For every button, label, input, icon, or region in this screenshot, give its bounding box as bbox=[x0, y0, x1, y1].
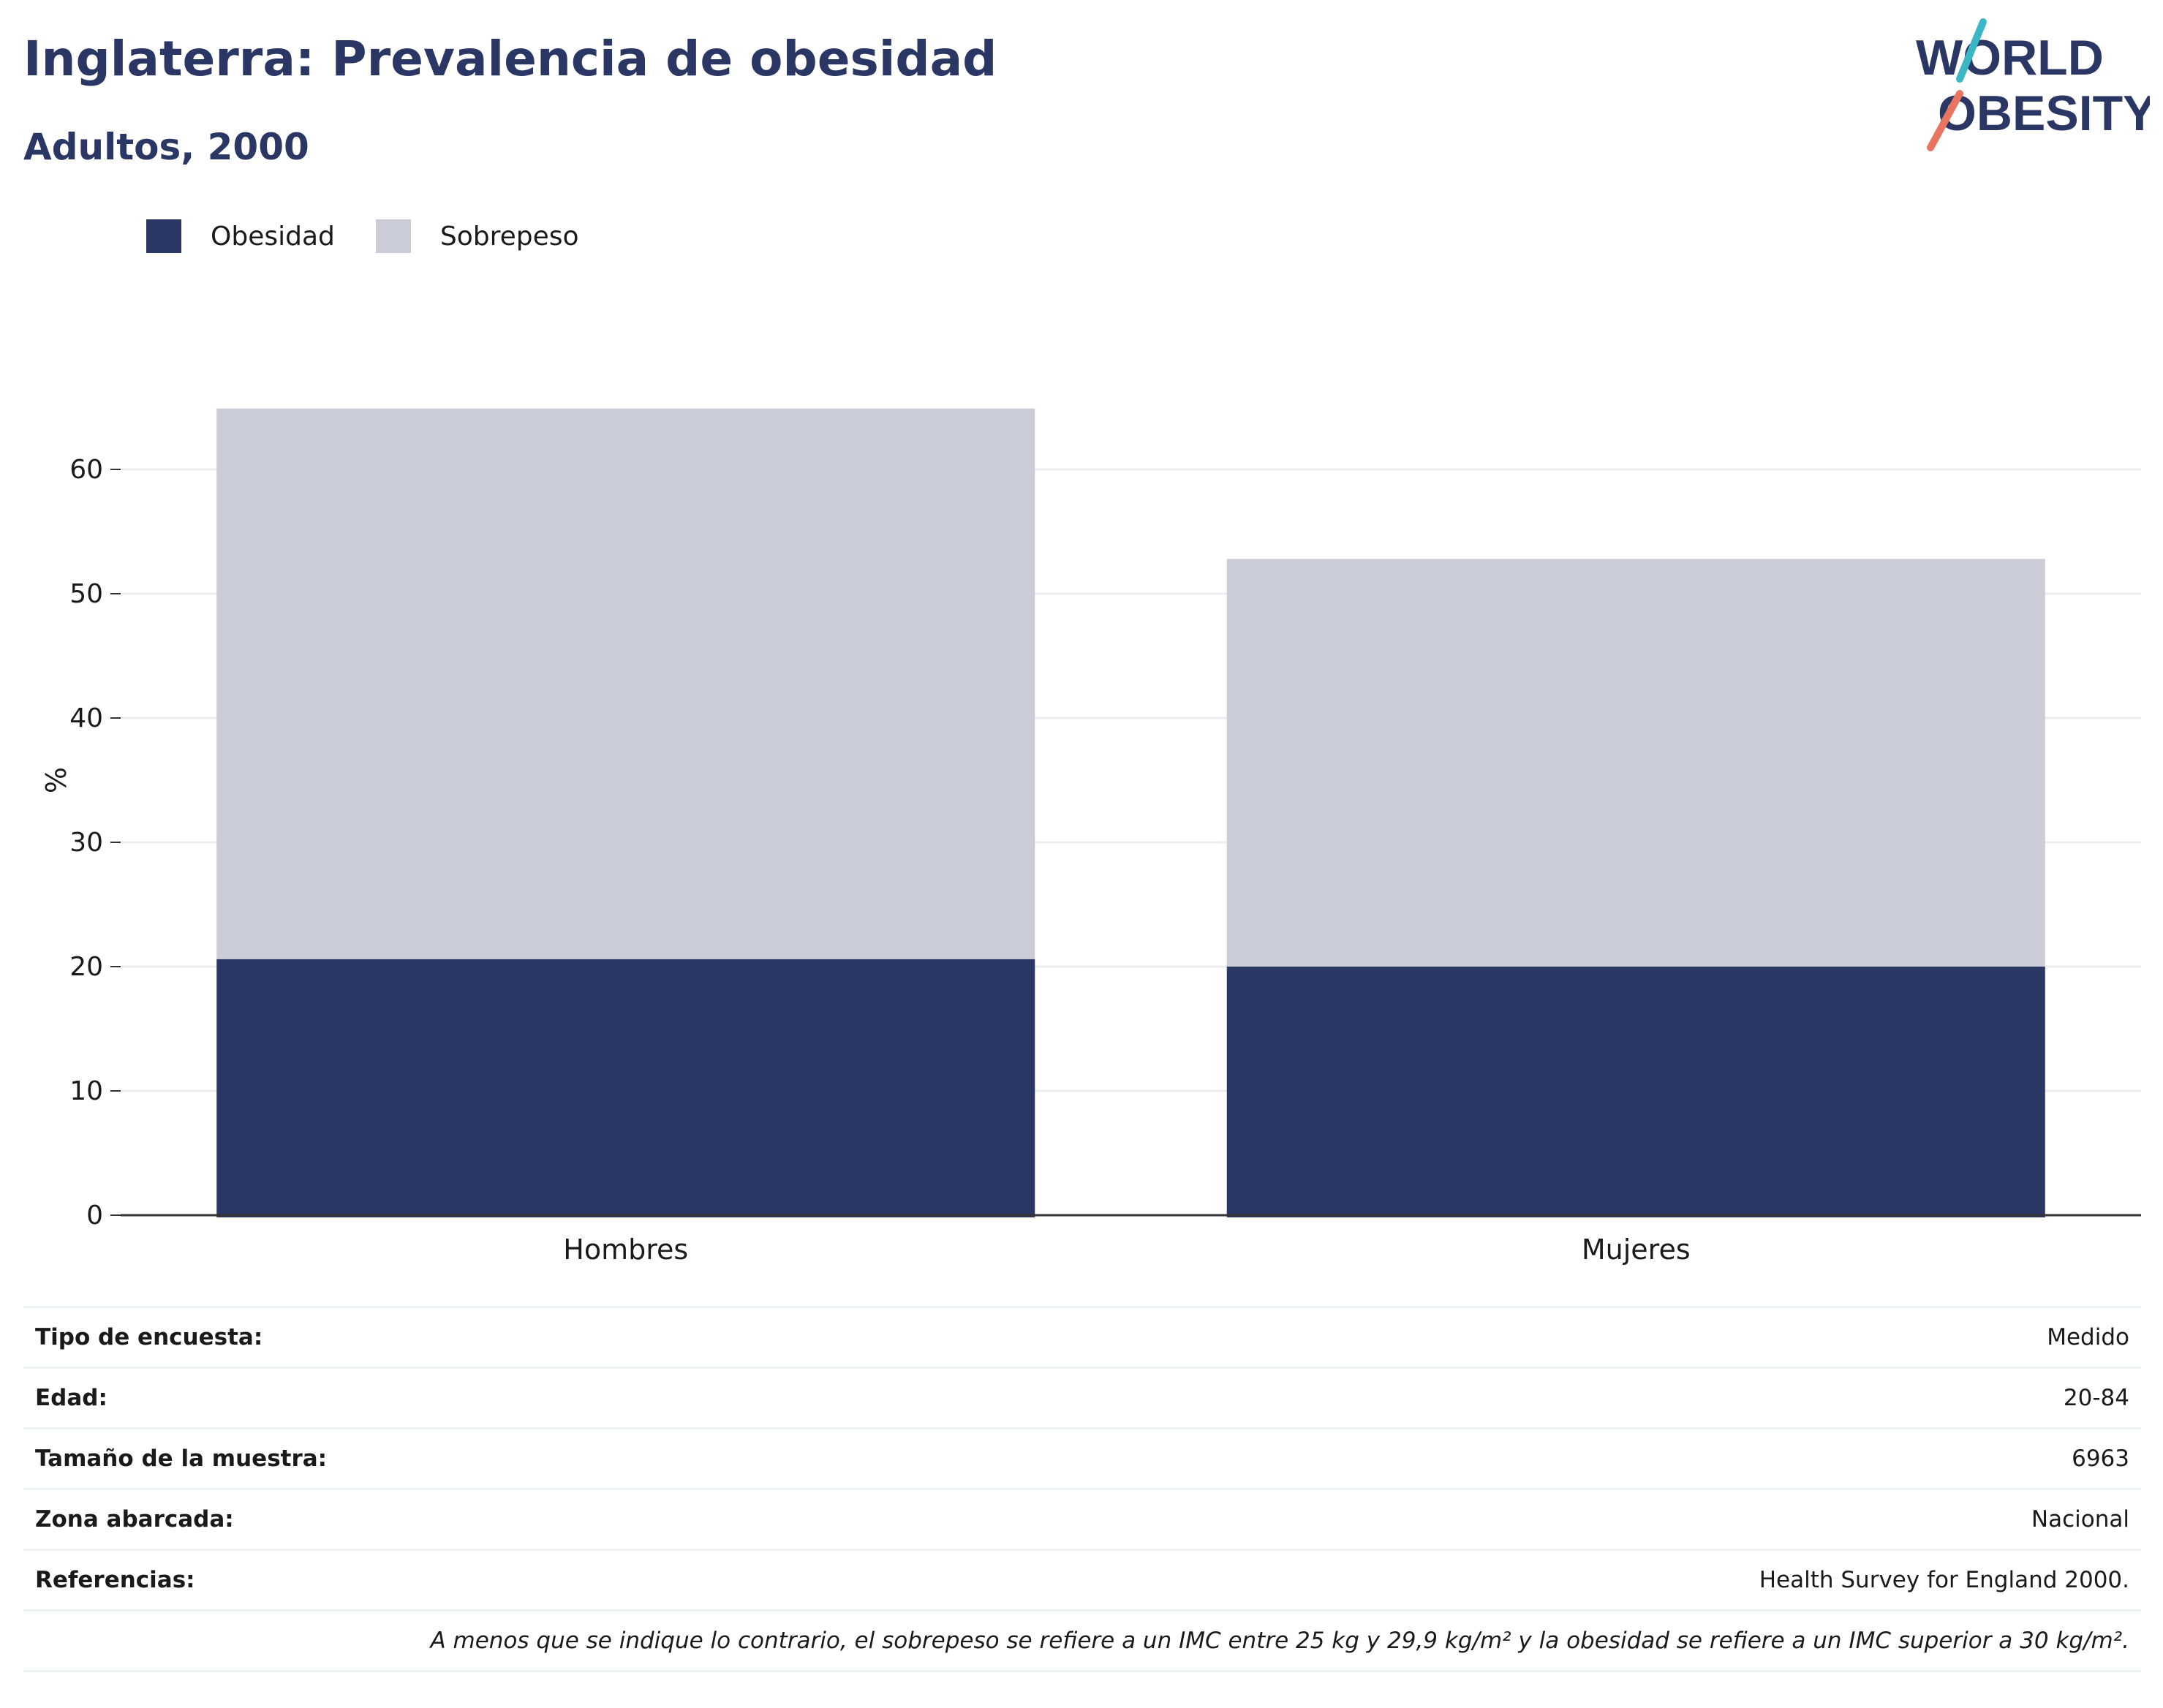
x-tick-label: Hombres bbox=[563, 1233, 688, 1266]
y-tick-label: 40 bbox=[69, 703, 103, 733]
logo-line1: WORLD bbox=[1916, 30, 2104, 86]
y-tick-label: 20 bbox=[69, 952, 103, 982]
info-value: Medido bbox=[2047, 1324, 2129, 1350]
legend-swatch-sobrepeso bbox=[375, 219, 411, 253]
y-tick-label: 50 bbox=[69, 579, 103, 609]
y-tick-label: 30 bbox=[69, 828, 103, 858]
chart-subtitle: Adultos, 2000 bbox=[23, 126, 309, 168]
info-value: 20-84 bbox=[2063, 1385, 2129, 1411]
chart-title: Inglaterra: Prevalencia de obesidad bbox=[23, 31, 997, 87]
chart-legend: Obesidad Sobrepeso bbox=[146, 218, 620, 254]
definition-note: A menos que se indique lo contrario, el … bbox=[23, 1611, 2141, 1672]
info-label: Zona abarcada: bbox=[35, 1506, 234, 1533]
legend-item-obesidad: Obesidad bbox=[146, 219, 335, 253]
y-tick-label: 10 bbox=[69, 1076, 103, 1106]
survey-info-table: Tipo de encuesta: Medido Edad: 20-84 Tam… bbox=[23, 1306, 2141, 1672]
info-value: 6963 bbox=[2072, 1446, 2129, 1472]
bar-obesidad-mujeres bbox=[1226, 967, 2045, 1217]
legend-label-sobrepeso: Sobrepeso bbox=[439, 221, 579, 252]
stacked-bar-chart: 0 10 20 30 40 50 60% Hombres Mujeres bbox=[39, 408, 2141, 1266]
bar-obesidad-hombres bbox=[216, 959, 1035, 1217]
legend-item-sobrepeso: Sobrepeso bbox=[375, 219, 579, 253]
info-label: Edad: bbox=[35, 1385, 107, 1411]
y-tick-label: 0 bbox=[86, 1201, 103, 1231]
y-tick-label: 60 bbox=[69, 455, 103, 485]
logo-slash-top bbox=[1956, 18, 1987, 83]
info-label: Referencias: bbox=[35, 1567, 195, 1593]
info-row-zona: Zona abarcada: Nacional bbox=[23, 1490, 2141, 1551]
info-label: Tamaño de la muestra: bbox=[35, 1446, 328, 1472]
y-axis-label: % bbox=[39, 767, 71, 793]
x-tick-label: Mujeres bbox=[1582, 1233, 1691, 1266]
bar-sobrepeso-hombres bbox=[216, 408, 1035, 959]
legend-label-obesidad: Obesidad bbox=[211, 221, 335, 252]
world-obesity-logo: WORLD OBESITY bbox=[1916, 18, 2150, 151]
info-row-muestra: Tamaño de la muestra: 6963 bbox=[23, 1429, 2141, 1490]
info-row-referencias: Referencias: Health Survey for England 2… bbox=[23, 1551, 2141, 1611]
bar-sobrepeso-mujeres bbox=[1226, 559, 2045, 967]
info-row-tipo: Tipo de encuesta: Medido bbox=[23, 1308, 2141, 1369]
info-value: Nacional bbox=[2031, 1506, 2129, 1533]
legend-swatch-obesidad bbox=[146, 219, 181, 253]
info-row-edad: Edad: 20-84 bbox=[23, 1369, 2141, 1429]
logo-line2: OBESITY bbox=[1938, 86, 2150, 141]
logo-slash-bottom bbox=[1927, 90, 1963, 151]
info-label: Tipo de encuesta: bbox=[35, 1324, 263, 1350]
info-value: Health Survey for England 2000. bbox=[1759, 1567, 2129, 1593]
